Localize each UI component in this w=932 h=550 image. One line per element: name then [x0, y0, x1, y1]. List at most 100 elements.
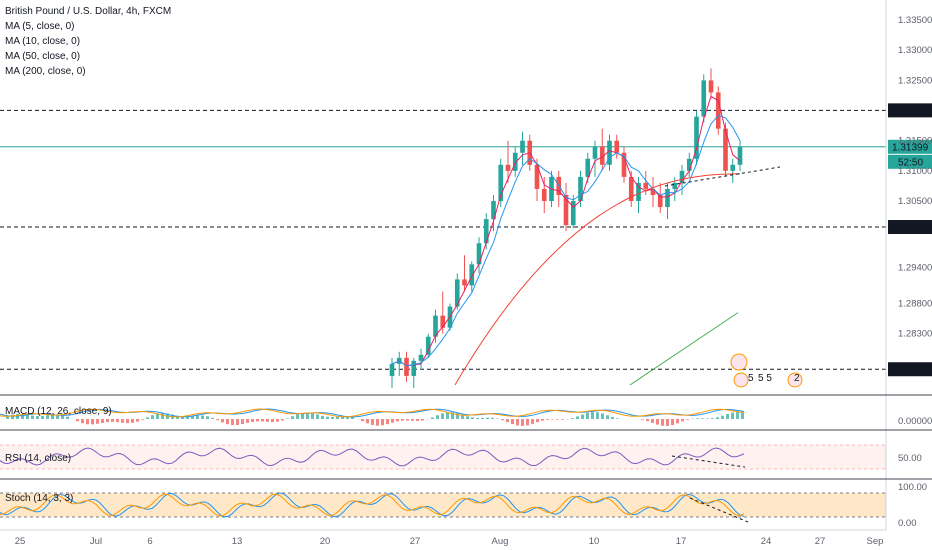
ma200-line: [629, 312, 739, 386]
indicator-label[interactable]: MA (10, close, 0): [5, 36, 80, 47]
time-axis-tick: 27: [410, 536, 421, 547]
macd-histogram-bar: [156, 413, 159, 419]
candle-body: [498, 164, 504, 202]
macd-histogram-bar: [411, 419, 414, 421]
price-axis[interactable]: 1.33500 1.33000 1.32500 1.31500 1.31000 1.305…: [885, 0, 932, 530]
macd-histogram-bar: [81, 419, 84, 424]
uk-flag-icon[interactable]: [730, 353, 748, 371]
macd-histogram-bar: [731, 412, 734, 419]
candle-body: [411, 360, 417, 376]
time-axis[interactable]: 25 Jul 6 13 20 27 Aug 10 17 24 27 Sep: [0, 529, 886, 547]
macd-histogram-bar: [671, 419, 674, 426]
macd-histogram-bar: [151, 415, 154, 419]
macd-histogram-bar: [376, 419, 379, 426]
macd-histogram-bar: [596, 412, 599, 419]
macd-histogram-bar: [371, 419, 374, 425]
candle-body: [578, 176, 583, 202]
macd-histogram-bar: [656, 419, 659, 425]
candle-body: [636, 182, 641, 202]
rsi-panel[interactable]: RSI (14, close) 50.00: [0, 444, 922, 470]
price-level-value: 1.27711: [892, 365, 928, 376]
macd-histogram-bar: [456, 413, 459, 419]
trendline[interactable]: [664, 166, 781, 187]
macd-histogram-bar: [451, 412, 454, 419]
indicator-label[interactable]: MA (200, close, 0): [5, 66, 86, 77]
macd-histogram-bar: [546, 419, 549, 420]
macd-histogram-bar: [196, 415, 199, 419]
candle-body: [592, 146, 598, 159]
macd-histogram-bar: [301, 412, 304, 419]
macd-histogram-bar: [291, 416, 294, 419]
price-axis-tick: 1.28800: [898, 299, 932, 310]
price-level-value: 1.32003: [892, 106, 929, 117]
economic-events[interactable]: 5 5 5 2: [730, 353, 803, 388]
macd-histogram-bar: [86, 419, 89, 425]
candle-body: [672, 182, 678, 189]
macd-histogram-bar: [416, 419, 419, 421]
time-axis-tick: 10: [589, 536, 600, 547]
time-axis-tick: Aug: [492, 536, 509, 547]
price-axis-tick: 1.31500: [898, 136, 932, 147]
macd-histogram-bar: [516, 419, 519, 426]
macd-histogram-bar: [261, 419, 264, 422]
price-level-tag: [888, 220, 932, 235]
macd-histogram-bar: [41, 415, 44, 419]
price-axis-tick: 1.30500: [898, 196, 932, 207]
price-axis-tick: 1.29400: [898, 262, 932, 273]
countdown-tag: [888, 154, 932, 169]
us-flag-icon[interactable]: [733, 372, 749, 388]
macd-histogram-bar: [311, 413, 314, 419]
macd-histogram-bar: [571, 418, 574, 419]
macd-histogram-bar: [336, 416, 339, 419]
candle-body: [657, 194, 663, 208]
macd-histogram-bar: [266, 419, 269, 422]
macd-histogram-bar: [506, 419, 509, 423]
us-flag-icon[interactable]: [787, 372, 803, 388]
macd-histogram-bar: [491, 417, 494, 419]
macd-histogram-bar: [231, 419, 234, 426]
candle-body: [454, 279, 460, 307]
candle-body: [418, 354, 424, 361]
chart-header: British Pound / U.S. Dollar, 4h, FXCM MA…: [5, 6, 171, 77]
macd-histogram-bar: [126, 419, 129, 424]
macd-histogram-bar: [601, 413, 604, 419]
macd-histogram-bar: [511, 419, 514, 425]
indicator-label[interactable]: MA (50, close, 0): [5, 51, 80, 62]
macd-histogram-bar: [256, 419, 259, 422]
candle-body: [686, 158, 692, 171]
macd-histogram-bar: [321, 415, 324, 419]
stoch-panel[interactable]: Stoch (14, 3, 3) 100.00 0.00: [0, 482, 927, 529]
time-axis-tick: 27: [815, 536, 826, 547]
candle-body: [708, 80, 714, 93]
macd-panel[interactable]: MACD (12, 26, close, 9) 0.00000: [0, 406, 932, 427]
macd-histogram-bar: [461, 414, 464, 419]
macd-histogram-bar: [606, 415, 609, 419]
macd-histogram-bar: [191, 415, 194, 419]
macd-histogram-bar: [721, 415, 724, 419]
macd-histogram-bar: [446, 412, 449, 419]
macd-histogram-bar: [386, 419, 389, 425]
candle-body: [520, 140, 525, 153]
macd-histogram-bar: [271, 419, 274, 423]
macd-histogram-bar: [146, 417, 149, 419]
macd-histogram-bar: [251, 419, 254, 422]
candle-body: [469, 264, 475, 286]
macd-histogram-bar: [701, 418, 704, 419]
rsi-band: [0, 445, 886, 469]
candle-body: [425, 336, 431, 355]
macd-histogram-bar: [526, 419, 529, 426]
macd-histogram-bar: [26, 414, 29, 419]
rsi-axis-tick: 50.00: [898, 453, 922, 464]
candle-body: [621, 152, 627, 177]
rsi-label: RSI (14, close): [5, 453, 71, 464]
macd-histogram-bar: [351, 417, 354, 419]
macd-histogram-bar: [381, 419, 384, 426]
macd-axis-tick: 0.00000: [898, 416, 932, 427]
indicator-label[interactable]: MA (5, close, 0): [5, 21, 74, 32]
candle-body: [476, 243, 482, 265]
macd-histogram-bar: [681, 419, 684, 422]
candle-body: [614, 140, 620, 153]
current-price-tag: [888, 139, 932, 154]
